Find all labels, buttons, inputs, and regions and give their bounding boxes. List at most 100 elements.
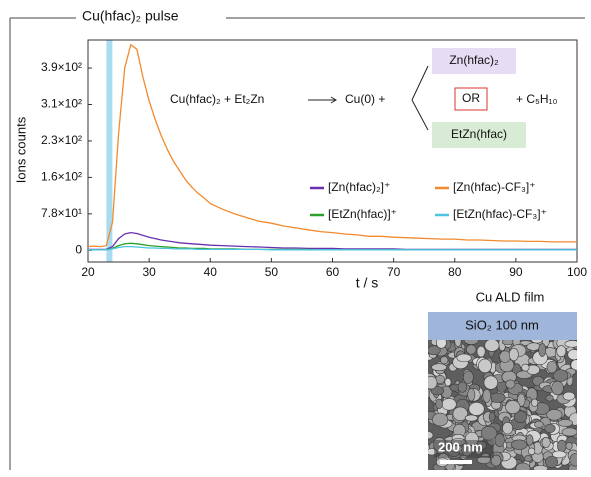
grain	[441, 398, 457, 411]
grain	[561, 427, 577, 437]
grain	[545, 455, 559, 468]
grain	[428, 345, 441, 356]
y-tick-label: 3.9×10²	[41, 60, 82, 74]
inset-layer: SiO₂ 100 nm	[465, 317, 539, 332]
grain	[436, 340, 447, 349]
grain	[502, 422, 514, 435]
grain	[546, 360, 558, 374]
grain	[444, 378, 452, 387]
series-line	[88, 245, 577, 251]
or-box	[454, 87, 488, 111]
x-tick-label: 50	[265, 265, 279, 279]
x-tick-label: 20	[81, 265, 95, 279]
scale-bar	[440, 460, 472, 464]
option1-box	[432, 48, 516, 74]
grain	[494, 433, 505, 448]
grain	[532, 465, 549, 470]
grain	[488, 411, 496, 422]
y-tick-label: 0	[75, 242, 82, 256]
grain	[538, 343, 547, 357]
grain	[551, 380, 564, 396]
grain	[569, 453, 577, 467]
legend-label: [Zn(hfac)-CF₃]⁺	[453, 180, 536, 194]
grain	[511, 439, 528, 450]
grain	[545, 394, 554, 402]
scale-label: 200 nm	[438, 439, 483, 454]
grain	[546, 409, 563, 421]
x-label-bg	[350, 274, 386, 292]
grain	[431, 412, 449, 427]
legend-label: [Zn(hfac)₂]⁺	[328, 180, 390, 194]
grain	[521, 363, 530, 372]
y-tick-label: 3.1×10²	[41, 97, 82, 111]
x-tick-label: 30	[142, 265, 156, 279]
grain	[505, 400, 521, 415]
grain	[440, 356, 449, 365]
y-tick-label: 2.3×10²	[41, 133, 82, 147]
or: OR	[462, 91, 480, 105]
grain	[527, 447, 536, 456]
x-tick-label: 90	[509, 265, 523, 279]
grain	[534, 420, 544, 429]
grain	[482, 388, 491, 403]
grain	[431, 363, 447, 372]
option2: EtZn(hfac)	[451, 127, 507, 141]
reactants: Cu(hfac)₂ + Et₂Zn	[170, 92, 264, 106]
grain	[478, 358, 492, 374]
grain	[552, 369, 569, 382]
grain	[483, 375, 498, 390]
byproduct: + C₅H₁₀	[516, 92, 558, 106]
grain	[508, 347, 519, 362]
option2-box	[432, 122, 526, 148]
y-axis-label: Ions counts	[13, 116, 28, 183]
grain	[452, 406, 468, 421]
x-axis-label: t / s	[356, 275, 379, 291]
grain	[435, 398, 443, 410]
y-tick-label: 7.8×10¹	[41, 206, 82, 220]
grain	[480, 425, 498, 441]
pulse-label-box	[76, 4, 226, 28]
grain	[476, 345, 486, 358]
pulse-band	[106, 40, 113, 262]
grain	[525, 434, 534, 446]
grain	[565, 442, 573, 450]
grain	[489, 392, 506, 403]
x-tick-label: 70	[387, 265, 401, 279]
grain	[428, 431, 434, 440]
grain	[541, 436, 551, 448]
grain	[430, 386, 445, 396]
x-tick-label: 100	[567, 265, 587, 279]
pulse-label: Cu(hfac)₂ pulse	[82, 8, 179, 24]
grain	[464, 414, 478, 422]
option1: Zn(hfac)₂	[449, 53, 499, 67]
grain	[517, 393, 526, 407]
grain	[515, 462, 531, 470]
legend-label: [EtZn(hfac)]⁺	[328, 207, 397, 221]
x-tick-label: 40	[204, 265, 218, 279]
grain	[562, 391, 576, 401]
sem-grains	[428, 340, 577, 470]
grain	[567, 349, 577, 361]
grain	[456, 353, 472, 363]
arrow-head	[330, 96, 337, 104]
grain	[466, 344, 477, 355]
branch	[411, 65, 429, 131]
grain	[454, 340, 462, 347]
grain	[544, 423, 556, 433]
y-tick-label: 1.6×10²	[41, 170, 82, 184]
grain	[564, 340, 577, 348]
series-line	[87, 43, 577, 248]
x-tick-label: 60	[326, 265, 340, 279]
grain	[428, 376, 438, 390]
grain	[457, 381, 468, 393]
grain	[468, 402, 485, 416]
grain	[484, 340, 500, 352]
grain	[524, 455, 533, 462]
inset-title: Cu ALD film	[476, 289, 545, 304]
scale-bg	[434, 440, 494, 458]
grain	[557, 439, 567, 453]
grain	[531, 398, 539, 407]
grain	[556, 345, 567, 358]
legend-label: [EtZn(hfac)-CF₃]⁺	[453, 207, 547, 221]
